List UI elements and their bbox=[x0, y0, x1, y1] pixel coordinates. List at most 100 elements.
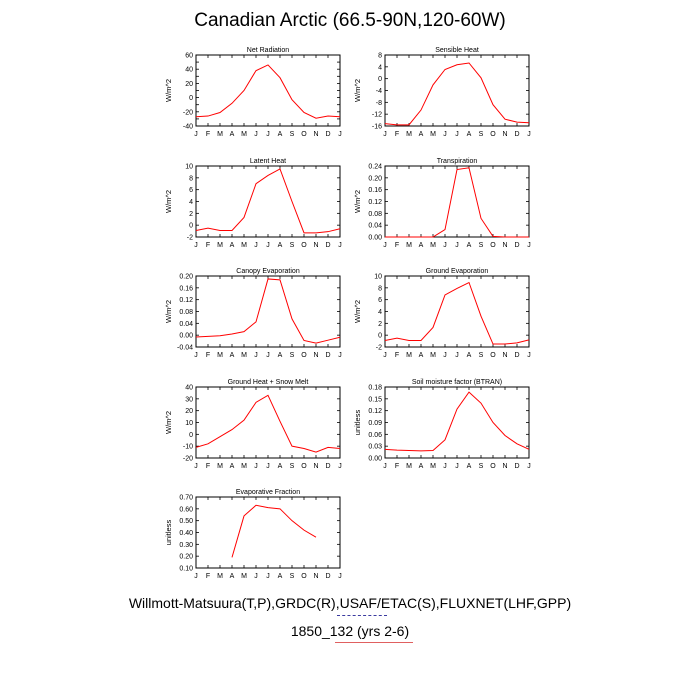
y-axis-label: W/m^2 bbox=[164, 411, 173, 434]
panel-title: Latent Heat bbox=[250, 158, 286, 165]
x-tick-label: J bbox=[338, 573, 342, 580]
x-tick-label: J bbox=[527, 242, 531, 249]
panel-title: Ground Evaporation bbox=[426, 268, 489, 275]
x-tick-label: A bbox=[230, 131, 235, 138]
x-tick-label: M bbox=[430, 131, 436, 138]
y-axis-label: W/m^2 bbox=[353, 190, 362, 213]
x-tick-label: J bbox=[527, 352, 531, 359]
x-tick-label: J bbox=[527, 131, 531, 138]
x-tick-label: J bbox=[194, 131, 198, 138]
y-tick-label: 0.24 bbox=[368, 164, 382, 171]
x-tick-label: J bbox=[266, 573, 270, 580]
x-tick-label: J bbox=[194, 242, 198, 249]
y-tick-label: 0.04 bbox=[179, 321, 193, 328]
legend-dashed-line bbox=[337, 615, 387, 616]
x-tick-label: A bbox=[419, 463, 424, 470]
series-line bbox=[385, 167, 529, 238]
x-tick-label: F bbox=[206, 463, 210, 470]
x-tick-label: A bbox=[278, 463, 283, 470]
x-tick-label: A bbox=[278, 131, 283, 138]
x-tick-label: S bbox=[290, 573, 295, 580]
y-tick-label: 0 bbox=[378, 333, 382, 340]
panel-title: Canopy Evaporation bbox=[236, 268, 300, 275]
x-tick-label: O bbox=[301, 352, 307, 359]
x-tick-label: J bbox=[266, 131, 270, 138]
x-tick-label: O bbox=[490, 352, 496, 359]
x-tick-label: J bbox=[383, 352, 387, 359]
series-line bbox=[195, 168, 341, 234]
x-tick-label: A bbox=[467, 242, 472, 249]
y-tick-label: 60 bbox=[185, 53, 193, 60]
x-tick-label: M bbox=[217, 131, 223, 138]
series-line bbox=[195, 64, 341, 119]
y-tick-label: -20 bbox=[183, 109, 193, 116]
y-tick-label: -2 bbox=[187, 235, 193, 242]
x-tick-label: A bbox=[278, 242, 283, 249]
x-tick-label: J bbox=[455, 242, 459, 249]
x-tick-label: J bbox=[266, 242, 270, 249]
y-tick-label: 4 bbox=[189, 199, 193, 206]
y-tick-label: 0.08 bbox=[368, 211, 382, 218]
x-tick-label: M bbox=[241, 463, 247, 470]
x-tick-label: M bbox=[430, 463, 436, 470]
x-tick-label: J bbox=[443, 352, 447, 359]
x-tick-label: M bbox=[217, 352, 223, 359]
x-tick-label: M bbox=[217, 573, 223, 580]
y-tick-label: 0.20 bbox=[368, 175, 382, 182]
x-tick-label: M bbox=[406, 242, 412, 249]
y-tick-label: 0.12 bbox=[179, 297, 193, 304]
x-tick-label: D bbox=[325, 131, 330, 138]
x-tick-label: J bbox=[194, 352, 198, 359]
x-tick-label: J bbox=[383, 463, 387, 470]
panel-title: Sensible Heat bbox=[435, 47, 479, 54]
y-tick-label: 0.30 bbox=[179, 542, 193, 549]
x-tick-label: J bbox=[455, 352, 459, 359]
x-tick-label: M bbox=[430, 242, 436, 249]
y-tick-label: -8 bbox=[376, 100, 382, 107]
y-tick-label: 0.20 bbox=[179, 274, 193, 281]
y-tick-label: -40 bbox=[183, 124, 193, 131]
y-axis-label: W/m^2 bbox=[164, 300, 173, 323]
y-tick-label: -16 bbox=[372, 124, 382, 131]
x-tick-label: N bbox=[502, 131, 507, 138]
x-tick-label: F bbox=[206, 242, 210, 249]
y-tick-label: 8 bbox=[378, 53, 382, 60]
series-line bbox=[195, 394, 341, 453]
panel-title: Net Radiation bbox=[247, 47, 290, 54]
plot-frame bbox=[384, 165, 530, 238]
x-tick-label: J bbox=[443, 131, 447, 138]
y-tick-label: 0.00 bbox=[368, 456, 382, 463]
x-tick-label: D bbox=[325, 242, 330, 249]
y-tick-label: 4 bbox=[378, 64, 382, 71]
y-tick-label: 0.40 bbox=[179, 530, 193, 537]
x-tick-label: A bbox=[230, 352, 235, 359]
x-tick-label: F bbox=[206, 352, 210, 359]
plot-frame bbox=[195, 165, 341, 238]
x-tick-label: J bbox=[338, 242, 342, 249]
y-axis-label: unitless bbox=[353, 410, 362, 436]
x-tick-label: J bbox=[338, 352, 342, 359]
series-line bbox=[384, 281, 530, 345]
y-tick-label: 0.10 bbox=[179, 566, 193, 573]
x-tick-label: M bbox=[217, 242, 223, 249]
y-tick-label: 30 bbox=[185, 396, 193, 403]
x-tick-label: D bbox=[325, 463, 330, 470]
y-tick-label: -10 bbox=[183, 444, 193, 451]
y-tick-label: 0.70 bbox=[179, 495, 193, 502]
x-tick-label: A bbox=[278, 573, 283, 580]
panel-title: Evaporative Fraction bbox=[236, 489, 300, 496]
panel-title: Ground Heat + Snow Melt bbox=[228, 379, 309, 386]
x-tick-label: A bbox=[278, 352, 283, 359]
x-tick-label: M bbox=[241, 352, 247, 359]
x-tick-label: D bbox=[514, 352, 519, 359]
x-tick-label: J bbox=[443, 463, 447, 470]
x-tick-label: D bbox=[514, 463, 519, 470]
y-axis-label: unitless bbox=[164, 520, 173, 546]
x-tick-label: O bbox=[490, 463, 496, 470]
y-tick-label: 0.16 bbox=[368, 187, 382, 194]
x-tick-label: N bbox=[502, 463, 507, 470]
